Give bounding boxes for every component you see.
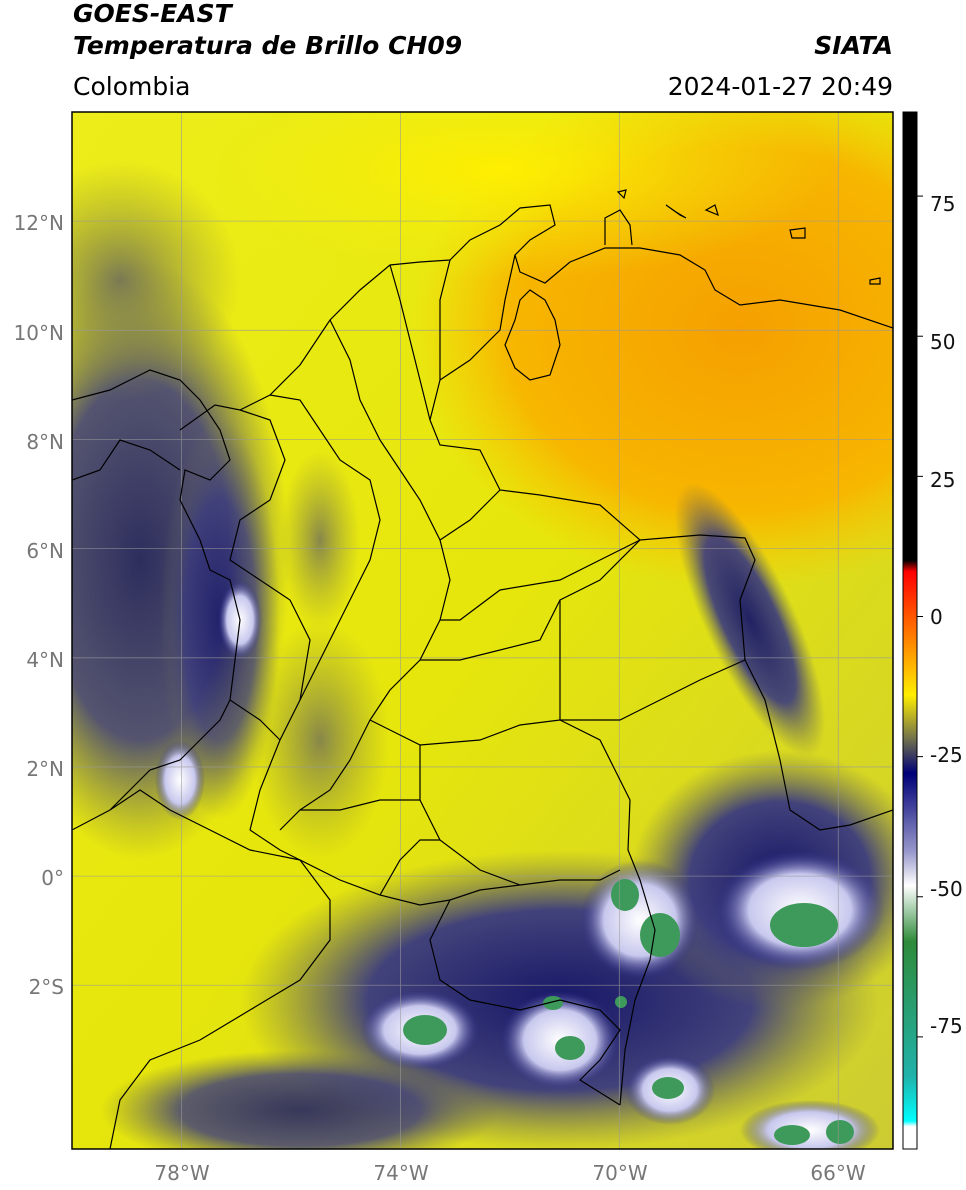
- colorbar-tick-label: 75: [930, 192, 955, 216]
- lat-tick-label: 6°N: [26, 539, 64, 563]
- lon-tick-label: 74°W: [373, 1161, 428, 1185]
- map-gridlines: [72, 112, 893, 1149]
- colorbar-tick-label: 25: [930, 468, 955, 492]
- lon-tick-label: 78°W: [154, 1161, 209, 1185]
- lat-tick-label: 12°N: [14, 211, 64, 235]
- longitude-axis: 78°W 74°W 70°W 66°W: [154, 1161, 865, 1185]
- colorbar-frame: [902, 111, 918, 1150]
- colorbar-tick-label: 50: [930, 330, 955, 354]
- political-borders: [72, 189, 893, 1149]
- lat-tick-label: 4°N: [26, 648, 64, 672]
- colorbar-tick-label: -50: [930, 877, 963, 901]
- colorbar: 75 50 25 0 -25 -50 -75: [902, 111, 963, 1150]
- map-frame: [71, 111, 894, 1150]
- product-title: Temperatura de Brillo CH09: [73, 31, 463, 60]
- satellite-title: GOES-EAST: [73, 0, 232, 28]
- lon-tick-label: 70°W: [592, 1161, 647, 1185]
- brightness-temperature-field: [72, 112, 893, 1149]
- colorbar-tick-label: -75: [930, 1014, 963, 1038]
- region-label: Colombia: [73, 72, 191, 101]
- lat-tick-label: 10°N: [14, 321, 64, 345]
- lat-tick-label: 8°N: [26, 430, 64, 454]
- colorbar-tick-label: -25: [930, 743, 963, 767]
- colorbar-tick-label: 0: [930, 605, 943, 629]
- lon-tick-label: 66°W: [810, 1161, 865, 1185]
- timestamp-label: 2024-01-27 20:49: [667, 72, 893, 101]
- lat-tick-label: 2°N: [26, 757, 64, 781]
- colorbar-gradient: [903, 112, 917, 1149]
- latitude-axis: 12°N 10°N 8°N 6°N 4°N 2°N 0° 2°S: [14, 211, 64, 999]
- source-label: SIATA: [814, 31, 893, 60]
- lat-tick-label: 0°: [41, 866, 64, 890]
- lat-tick-label: 2°S: [29, 975, 64, 999]
